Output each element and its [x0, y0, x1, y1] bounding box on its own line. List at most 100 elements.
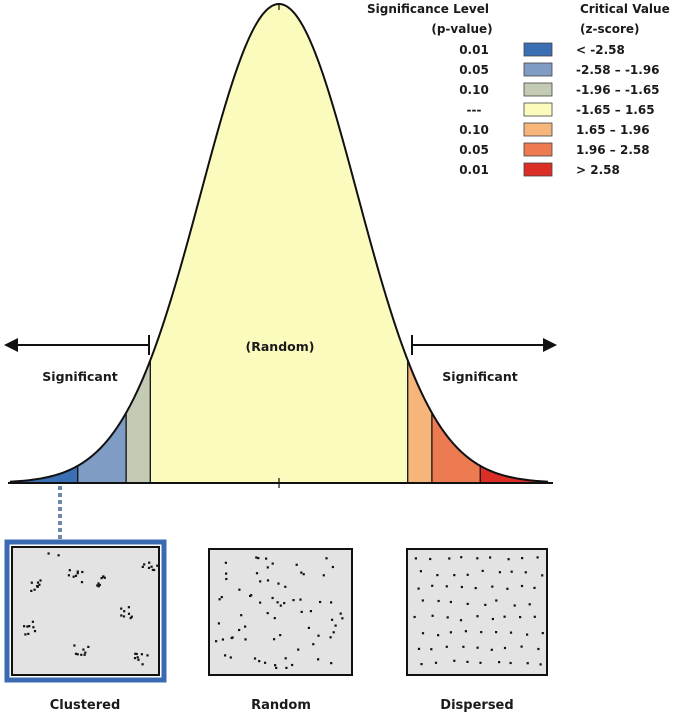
- dispersed-point: [449, 600, 452, 604]
- clustered-point: [36, 585, 39, 588]
- clustered-point: [73, 644, 76, 647]
- dispersed-point: [513, 604, 516, 607]
- random-point: [225, 572, 228, 575]
- dispersed-panel-box: [406, 548, 548, 676]
- clustered-point: [102, 575, 105, 578]
- random-point: [285, 666, 288, 669]
- random-point: [221, 638, 224, 641]
- legend-p-value-5: 0.05: [459, 143, 489, 157]
- random-point: [300, 571, 303, 574]
- dispersed-point: [420, 663, 423, 666]
- dispersed-point: [495, 599, 498, 602]
- clustered-point: [30, 589, 33, 592]
- clustered-point: [141, 565, 144, 568]
- clustered-label: Clustered: [50, 698, 121, 713]
- clustered-point: [127, 606, 130, 609]
- dispersed-point: [464, 630, 467, 633]
- dispersed-point: [490, 648, 493, 651]
- clustered-point: [123, 610, 126, 613]
- random-point: [271, 562, 274, 565]
- region-z-1.96-to-1.65-neg: [126, 360, 151, 483]
- clustered-point: [143, 563, 146, 566]
- clustered-point: [147, 566, 151, 569]
- dispersed-point: [491, 617, 494, 621]
- z-score-header-line2: (z-score): [580, 22, 640, 36]
- dispersed-point: [414, 557, 417, 560]
- clustered-point: [127, 612, 131, 615]
- clustered-point: [122, 615, 126, 618]
- clustered-point: [130, 615, 133, 618]
- random-point: [238, 588, 241, 591]
- dispersed-point: [526, 633, 529, 636]
- legend-z-score-2: -1.96 – -1.65: [576, 83, 660, 97]
- random-point: [331, 565, 334, 569]
- clustered-point: [81, 570, 84, 574]
- random-point: [277, 582, 280, 585]
- legend-swatch-1: [523, 62, 553, 77]
- random-point: [271, 596, 274, 600]
- dispersed-label: Dispersed: [440, 698, 513, 713]
- random-point: [300, 610, 303, 613]
- random-point: [312, 643, 315, 646]
- clustered-point: [146, 654, 149, 657]
- dispersed-point: [533, 586, 536, 589]
- clustered-point: [141, 663, 144, 666]
- random-point: [329, 636, 332, 639]
- region-z-1.65-to-1.96: [407, 360, 432, 483]
- random-point: [255, 556, 258, 559]
- clustered-point: [38, 583, 41, 586]
- random-point: [284, 657, 287, 660]
- dispersed-point: [536, 556, 539, 559]
- dispersed-point: [445, 645, 448, 648]
- clustered-point: [67, 574, 70, 577]
- dispersed-point: [476, 557, 479, 560]
- dispersed-point: [491, 585, 494, 588]
- random-point: [259, 601, 262, 604]
- dispersed-point: [539, 663, 542, 666]
- dispersed-point: [498, 661, 501, 664]
- random-point: [253, 657, 257, 660]
- clustered-point: [76, 570, 79, 573]
- random-point: [240, 614, 243, 617]
- dispersed-point: [445, 585, 448, 588]
- legend-swatch-6: [523, 162, 553, 177]
- dispersed-point: [434, 661, 438, 664]
- random-point: [265, 557, 268, 560]
- dispersed-point: [430, 648, 433, 651]
- random-point: [295, 563, 298, 566]
- random-point: [322, 574, 325, 577]
- dispersed-point: [520, 584, 524, 588]
- clustered-point: [148, 561, 151, 564]
- legend-p-value-2: 0.10: [459, 83, 489, 97]
- random-point: [283, 602, 286, 605]
- right-significant-label: Significant: [442, 369, 517, 384]
- dispersed-point: [541, 632, 544, 635]
- dispersed-point: [533, 615, 536, 618]
- dispersed-point: [436, 574, 439, 577]
- random-point: [266, 612, 269, 615]
- dispersed-point: [466, 660, 469, 663]
- dispersed-point: [459, 619, 463, 622]
- random-center-label: (Random): [246, 339, 315, 354]
- clustered-point: [33, 588, 36, 591]
- dispersed-point: [474, 587, 477, 590]
- random-point: [224, 561, 227, 564]
- clustered-points: [23, 552, 159, 666]
- clustered-point: [76, 572, 79, 575]
- random-label: Random: [251, 698, 311, 713]
- dispersed-point: [519, 616, 522, 619]
- random-point: [217, 622, 220, 625]
- p-value-header-line1: Significance Level: [367, 2, 489, 16]
- dispersed-point: [431, 614, 434, 617]
- clustered-point: [24, 633, 27, 636]
- clustered-point: [39, 579, 42, 582]
- random-point: [302, 573, 305, 576]
- pattern-panel-random: [208, 548, 353, 676]
- dispersed-point: [421, 599, 424, 602]
- dispersed-point: [453, 574, 456, 577]
- random-point: [330, 601, 333, 604]
- dispersed-point: [503, 646, 507, 650]
- legend-swatch-0: [523, 42, 553, 57]
- random-point: [317, 634, 320, 637]
- dispersed-point: [510, 570, 513, 573]
